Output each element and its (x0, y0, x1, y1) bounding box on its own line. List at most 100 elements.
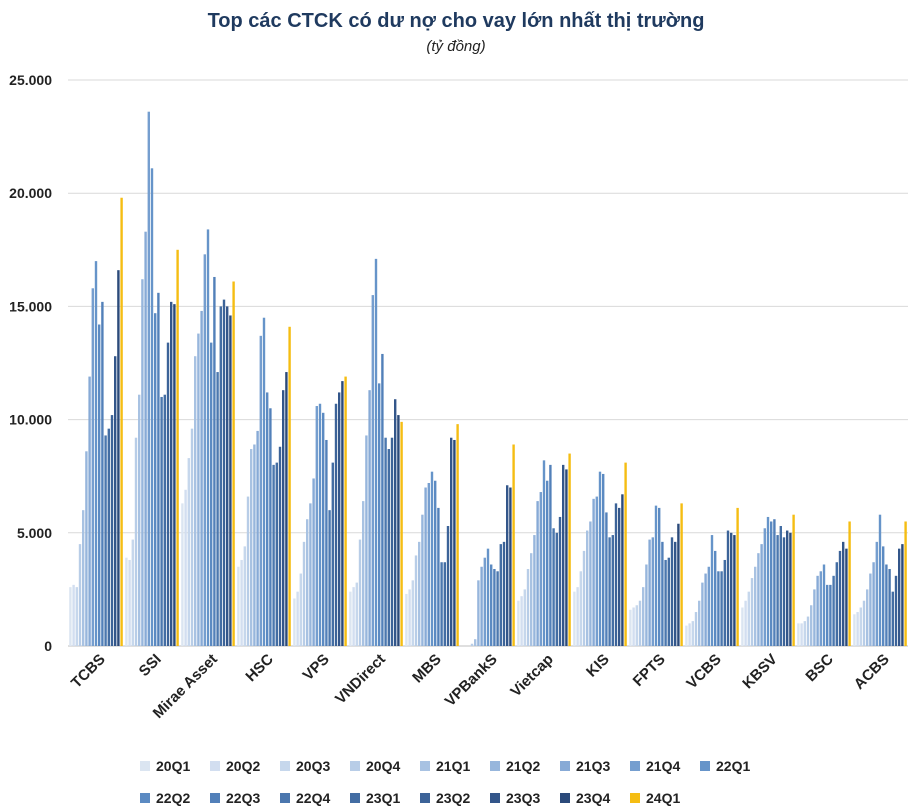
bar-21Q1-vps (306, 519, 309, 646)
bar-22Q2-vietcap (546, 480, 549, 646)
bar-20Q4-vndirect (358, 539, 362, 646)
bar-23Q3-fpts (674, 541, 677, 646)
bar-20Q4-acbs (862, 600, 866, 646)
legend-item: 22Q3 (210, 788, 280, 808)
legend-item: 20Q1 (140, 756, 210, 776)
legend-swatch (490, 761, 500, 771)
bar-24Q1-ssi (176, 249, 179, 647)
bar-22Q3-tcbs (101, 301, 104, 646)
bar-22Q2-hsc (266, 392, 269, 646)
legend-swatch (210, 793, 220, 803)
bar-20Q3-mirae-asset (187, 458, 190, 646)
bar-23Q2-bsc (838, 550, 842, 646)
legend-label: 22Q4 (296, 790, 331, 806)
bar-23Q1-kis (611, 535, 614, 646)
legend-label: 23Q4 (576, 790, 611, 806)
bar-23Q2-kbsv (782, 537, 786, 646)
bar-21Q1-vndirect (362, 501, 365, 646)
legend-item: 23Q1 (350, 788, 420, 808)
bar-23Q3-vndirect (394, 399, 397, 646)
legend-swatch (630, 793, 640, 803)
bar-22Q2-mbs (434, 480, 437, 646)
legend-label: 21Q3 (576, 758, 611, 774)
bar-23Q3-mbs (450, 437, 453, 646)
bar-22Q3-bsc (829, 584, 832, 646)
bar-22Q4-mbs (440, 562, 443, 646)
bar-23Q4-bsc (845, 548, 848, 646)
bar-21Q4-mirae-asset (203, 254, 206, 646)
bar-21Q1-mbs (418, 541, 421, 646)
bar-23Q4-hsc (285, 372, 288, 646)
bar-22Q1-fpts (654, 505, 658, 646)
bar-21Q4-vcbs (707, 566, 710, 646)
x-tick-label: MBS (409, 651, 445, 687)
bar-23Q3-mirae-asset (226, 306, 229, 646)
bar-23Q3-vps (338, 392, 341, 646)
bar-20Q3-bsc (803, 621, 806, 646)
bar-24Q1-vndirect (400, 421, 403, 646)
bar-20Q1-tcbs (69, 587, 72, 646)
bar-23Q1-vcbs (723, 559, 726, 646)
legend-item: 20Q2 (210, 756, 280, 776)
bar-22Q4-vpbanks (496, 571, 499, 646)
bar-23Q1-tcbs (107, 428, 110, 646)
bar-20Q4-mirae-asset (190, 428, 194, 646)
bar-20Q1-ssi (125, 557, 128, 646)
bar-22Q4-ssi (160, 396, 163, 646)
bar-21Q1-acbs (866, 589, 869, 646)
bar-22Q2-vcbs (714, 550, 717, 646)
x-tick-label: KBSV (739, 651, 780, 692)
bar-22Q3-ssi (157, 292, 160, 646)
x-tick-label: Vietcap (507, 651, 557, 701)
bar-21Q2-fpts (645, 564, 648, 646)
bar-21Q3-vpbanks (480, 566, 483, 646)
bar-20Q2-fpts (632, 607, 635, 646)
bar-21Q4-acbs (875, 541, 878, 646)
bar-23Q3-bsc (842, 541, 845, 646)
bar-20Q2-bsc (800, 623, 803, 646)
bar-21Q1-kbsv (754, 566, 757, 646)
bar-23Q4-vpbanks (509, 487, 512, 646)
bar-22Q4-kbsv (776, 535, 779, 646)
bar-23Q1-fpts (667, 557, 670, 646)
legend-label: 20Q3 (296, 758, 331, 774)
legend-label: 22Q3 (226, 790, 261, 806)
bar-23Q4-fpts (677, 523, 680, 646)
bar-22Q4-hsc (272, 464, 275, 646)
bar-20Q3-ssi (131, 539, 134, 646)
bar-23Q4-kis (621, 494, 624, 646)
bar-23Q4-ssi (173, 304, 176, 646)
bar-20Q3-vietcap (523, 589, 526, 646)
bar-23Q2-acbs (894, 575, 898, 646)
bar-23Q4-vietcap (565, 469, 568, 646)
bar-20Q3-acbs (859, 607, 862, 646)
bar-22Q1-ssi (150, 168, 154, 647)
bar-21Q1-ssi (138, 394, 141, 646)
legend-label: 20Q1 (156, 758, 191, 774)
bar-22Q3-hsc (269, 408, 272, 646)
bar-24Q1-hsc (288, 326, 291, 646)
chart-legend: 20Q1 20Q2 20Q3 20Q4 21Q1 21Q2 21Q3 21Q4 22Q1 22Q2… (140, 756, 780, 808)
bar-23Q4-acbs (901, 544, 904, 646)
bar-21Q3-ssi (144, 231, 147, 646)
bar-20Q4-ssi (134, 437, 138, 646)
bar-23Q2-vcbs (726, 530, 730, 646)
bar-23Q1-mbs (443, 562, 446, 646)
bar-23Q3-kbsv (786, 530, 789, 646)
bar-21Q3-vps (312, 478, 315, 646)
bar-22Q4-mirae-asset (216, 372, 219, 646)
bar-22Q3-vpbanks (493, 569, 496, 646)
x-tick-label: FPTS (630, 651, 669, 690)
bar-22Q2-tcbs (98, 324, 101, 646)
bar-22Q2-kbsv (770, 521, 773, 646)
bar-23Q2-mirae-asset (222, 299, 226, 646)
bar-23Q2-vps (334, 403, 338, 646)
legend-item: 22Q1 (700, 756, 770, 776)
bar-24Q1-kis (624, 462, 627, 646)
bar-22Q2-kis (602, 473, 605, 646)
bar-20Q2-ssi (128, 559, 131, 646)
bar-23Q4-vps (341, 381, 344, 646)
bar-22Q2-ssi (154, 313, 157, 646)
bar-21Q2-bsc (813, 589, 816, 646)
